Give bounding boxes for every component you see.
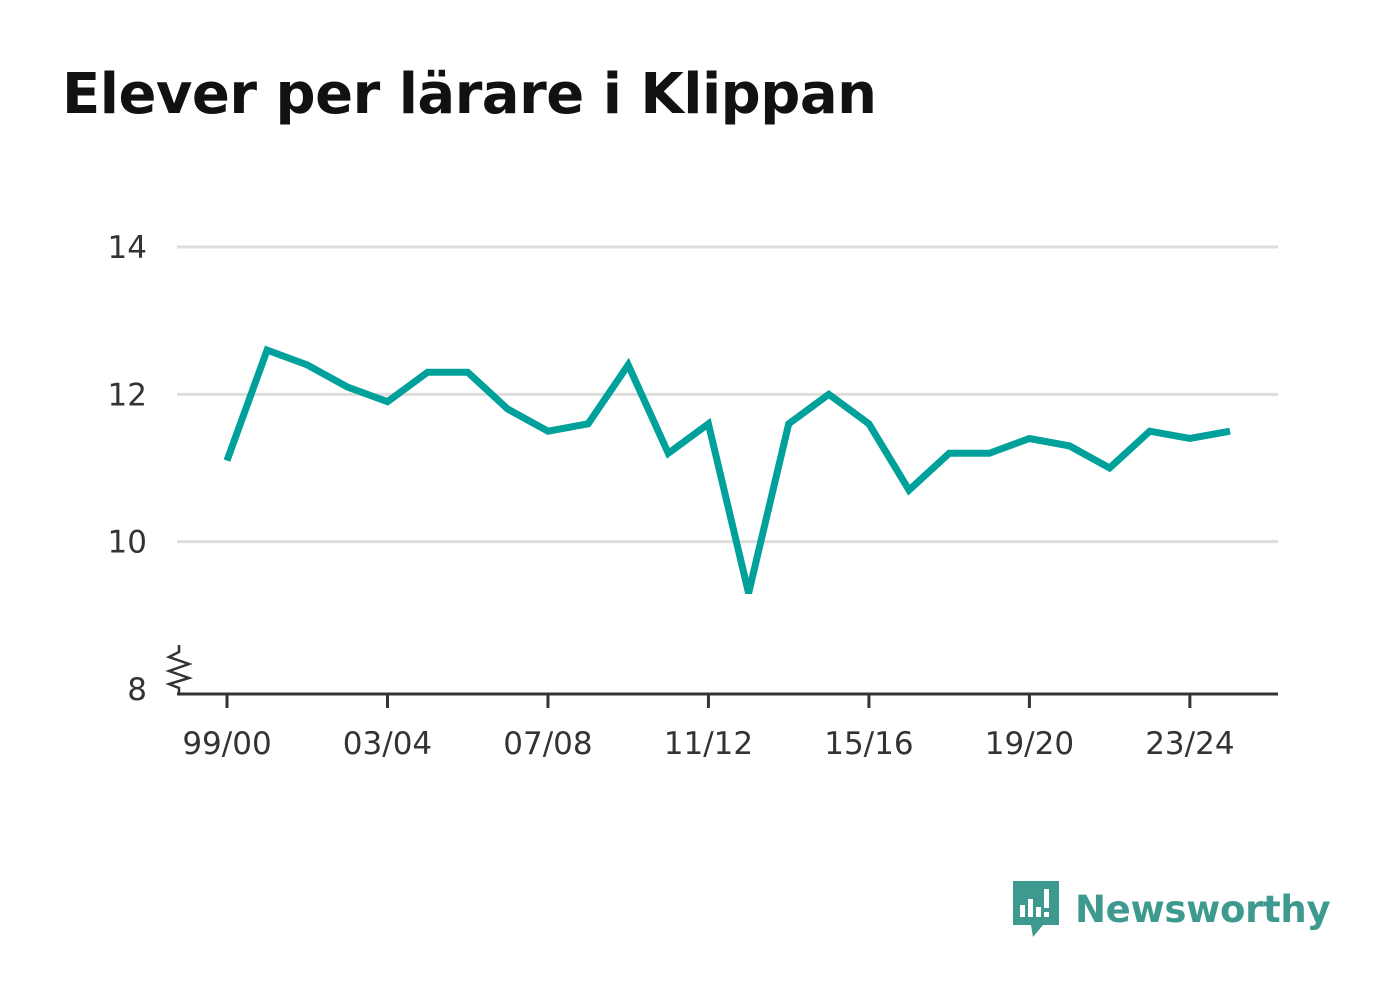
x-tick-label: 99/00 <box>182 726 271 762</box>
series-line-0 <box>223 345 1231 595</box>
y-tick-label-10: 10 <box>108 525 147 561</box>
y-tick-label-8: 8 <box>127 672 147 708</box>
x-tick-label: 15/16 <box>824 726 913 762</box>
series-group <box>223 345 1231 595</box>
x-tick-label: 11/12 <box>664 726 753 762</box>
x-axis: 99/00 03/04 07/08 11/12 15/16 19/20 23/24 <box>177 692 1278 762</box>
y-tick-label-12: 12 <box>108 377 147 413</box>
x-tick-label: 19/20 <box>985 726 1074 762</box>
y-axis-break-icon <box>165 645 194 694</box>
x-tick-label: 23/24 <box>1145 726 1234 762</box>
newsworthy-logo: Newsworthy <box>1011 879 1331 939</box>
chart-title: Elever per lärare i Klippan <box>62 62 877 127</box>
x-tick-label: 07/08 <box>503 726 592 762</box>
y-axis-ticks: 8 10 12 14 <box>108 230 194 708</box>
y-tick-label-14: 14 <box>108 230 147 266</box>
newsworthy-logo-text: Newsworthy <box>1075 887 1331 931</box>
newsworthy-logo-icon <box>1013 881 1059 937</box>
x-tick-label: 03/04 <box>343 726 432 762</box>
